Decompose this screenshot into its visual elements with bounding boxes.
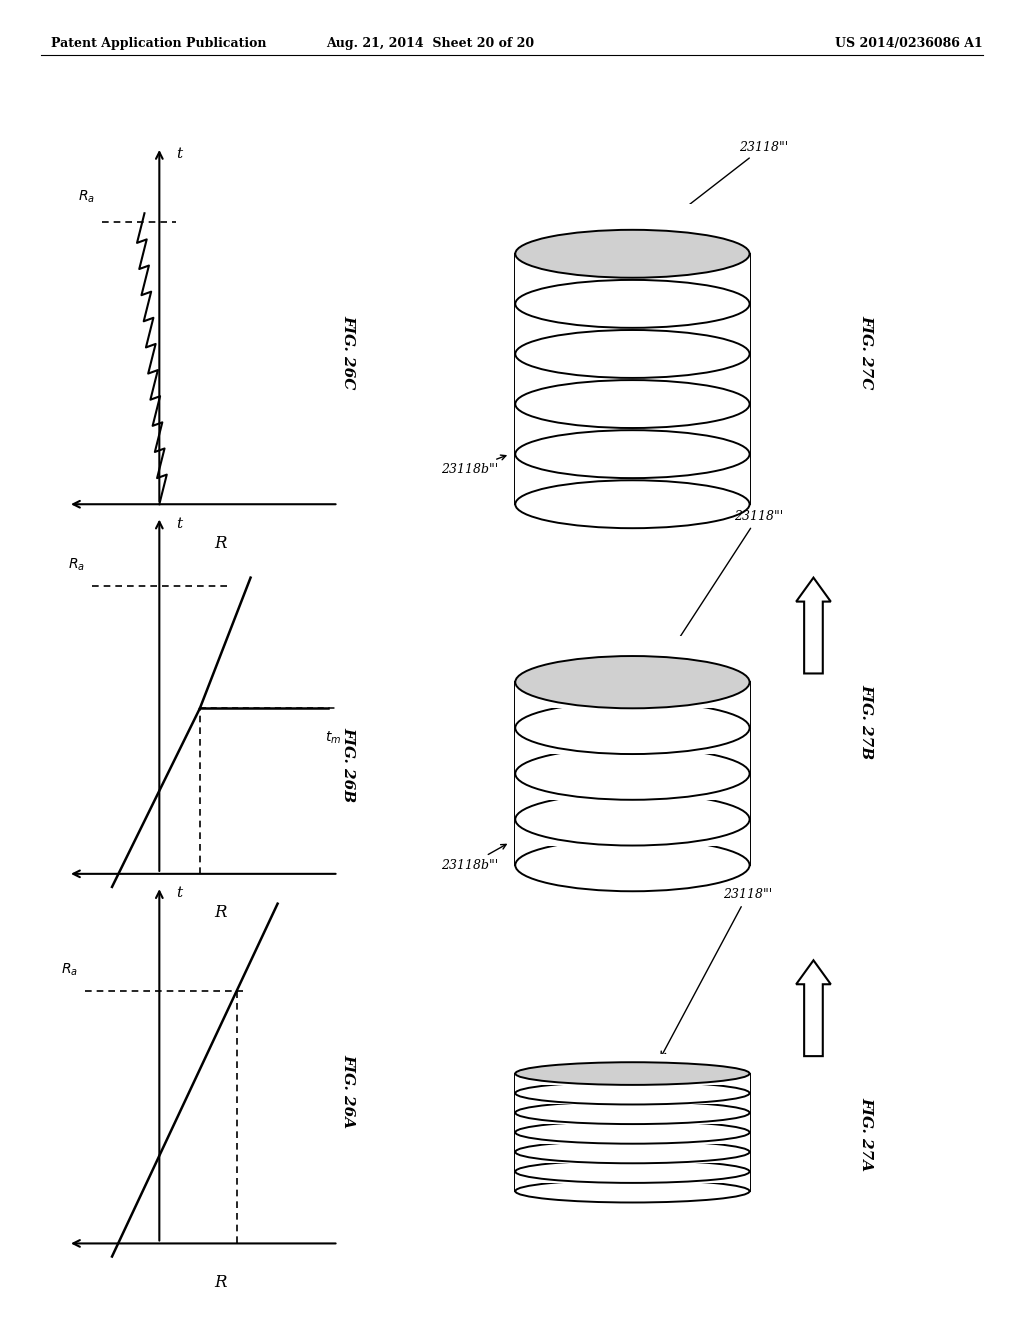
Ellipse shape <box>515 840 750 891</box>
Bar <box>515 1093 750 1125</box>
Bar <box>515 203 750 277</box>
Bar <box>515 774 750 846</box>
Text: FIG. 26B: FIG. 26B <box>342 727 355 803</box>
Ellipse shape <box>515 1063 750 1085</box>
FancyArrow shape <box>797 961 830 1056</box>
Bar <box>515 253 750 327</box>
Ellipse shape <box>515 430 750 478</box>
Ellipse shape <box>515 747 750 800</box>
Text: t: t <box>176 516 182 531</box>
Text: $t_m$: $t_m$ <box>325 730 341 747</box>
Bar <box>515 1053 750 1085</box>
Text: FIG. 27B: FIG. 27B <box>860 684 873 759</box>
Bar <box>515 1113 750 1143</box>
Text: t: t <box>176 886 182 900</box>
Bar <box>515 820 750 891</box>
Text: 23118"': 23118"' <box>662 888 772 1057</box>
Ellipse shape <box>515 656 750 709</box>
Ellipse shape <box>515 1160 750 1183</box>
Ellipse shape <box>515 1121 750 1143</box>
Bar <box>515 1133 750 1163</box>
Text: Aug. 21, 2014  Sheet 20 of 20: Aug. 21, 2014 Sheet 20 of 20 <box>326 37 535 50</box>
Ellipse shape <box>515 1180 750 1203</box>
Ellipse shape <box>515 1101 750 1125</box>
Text: 23118"': 23118"' <box>652 140 788 234</box>
Bar <box>515 1073 750 1105</box>
Ellipse shape <box>515 330 750 378</box>
Text: US 2014/0236086 A1: US 2014/0236086 A1 <box>836 37 983 50</box>
Ellipse shape <box>515 702 750 754</box>
Bar <box>515 1152 750 1183</box>
Text: t: t <box>176 147 182 161</box>
Text: $R_a$: $R_a$ <box>61 961 78 978</box>
Bar <box>515 304 750 378</box>
Ellipse shape <box>515 230 750 277</box>
Ellipse shape <box>515 280 750 327</box>
Bar <box>515 636 750 709</box>
Text: Patent Application Publication: Patent Application Publication <box>51 37 266 50</box>
Text: R: R <box>214 904 226 921</box>
Ellipse shape <box>515 1140 750 1163</box>
Text: R: R <box>214 1274 226 1291</box>
Bar <box>515 454 750 528</box>
Text: FIG. 27A: FIG. 27A <box>860 1097 873 1172</box>
Bar <box>515 354 750 428</box>
Text: FIG. 26C: FIG. 26C <box>342 314 355 389</box>
Text: FIG. 27C: FIG. 27C <box>860 314 873 389</box>
Ellipse shape <box>515 793 750 846</box>
Ellipse shape <box>515 480 750 528</box>
Text: R: R <box>214 535 226 552</box>
Text: 23118b"': 23118b"' <box>440 845 506 871</box>
Ellipse shape <box>515 380 750 428</box>
Text: 23118b"': 23118b"' <box>440 455 506 477</box>
Bar <box>515 404 750 478</box>
Text: 23118"': 23118"' <box>662 510 782 665</box>
Ellipse shape <box>515 1082 750 1105</box>
Text: FIG. 26A: FIG. 26A <box>342 1053 355 1129</box>
Bar <box>515 727 750 800</box>
FancyArrow shape <box>797 578 830 673</box>
Text: $R_a$: $R_a$ <box>78 189 95 205</box>
Text: $R_a$: $R_a$ <box>68 557 85 573</box>
Bar <box>515 682 750 754</box>
Bar <box>515 1172 750 1203</box>
